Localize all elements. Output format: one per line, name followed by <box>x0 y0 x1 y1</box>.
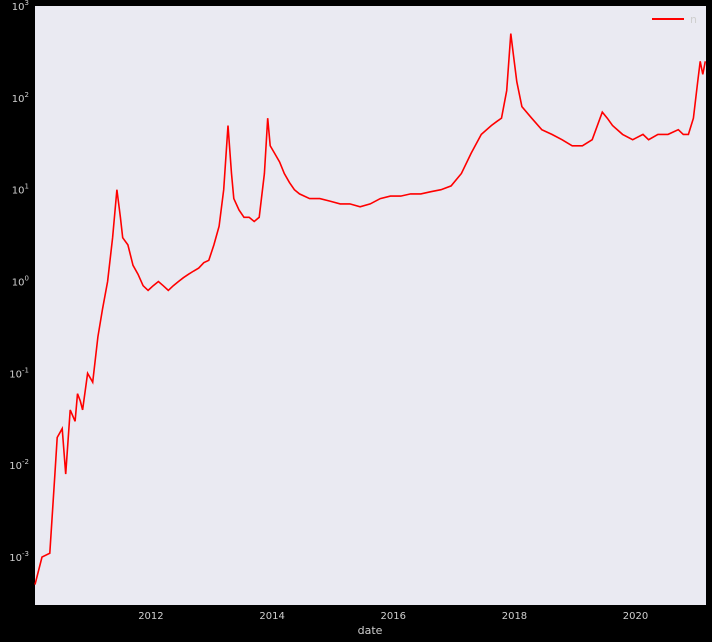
y-tick-exponent: -2 <box>22 458 29 466</box>
y-tick-base: 10 <box>12 2 25 13</box>
y-tick-label: 10-1 <box>9 366 29 380</box>
y-tick-base: 10 <box>9 553 22 564</box>
y-tick-label: 101 <box>12 183 29 197</box>
x-tick-label: 2012 <box>138 611 163 622</box>
y-tick-label: 100 <box>12 274 29 288</box>
y-tick-base: 10 <box>9 369 22 380</box>
y-tick-label: 10-2 <box>9 458 29 472</box>
y-tick-label: 10-3 <box>9 550 29 564</box>
x-tick-label: 2016 <box>380 611 405 622</box>
y-tick-exponent: -1 <box>22 366 29 374</box>
x-tick-label: 2018 <box>502 611 527 622</box>
y-tick-base: 10 <box>12 277 25 288</box>
legend: n <box>652 13 697 26</box>
series-line-n <box>34 33 707 585</box>
y-tick-label: 103 <box>12 0 29 13</box>
y-tick-base: 10 <box>9 461 22 472</box>
y-tick-label: 102 <box>12 91 29 105</box>
y-tick-exponent: 3 <box>25 0 29 7</box>
y-tick-exponent: 0 <box>25 274 29 282</box>
x-axis-label: date <box>358 624 383 637</box>
plot-area <box>35 6 706 605</box>
y-tick-exponent: 2 <box>25 91 29 99</box>
x-tick-label: 2020 <box>623 611 648 622</box>
y-tick-exponent: 1 <box>25 183 29 191</box>
y-tick-exponent: -3 <box>22 550 29 558</box>
y-tick-base: 10 <box>12 94 25 105</box>
y-tick-base: 10 <box>12 186 25 197</box>
x-axis-ticks: 2012 2014 2016 2018 2020 <box>138 611 648 622</box>
x-tick-label: 2014 <box>259 611 284 622</box>
legend-label: n <box>690 13 697 26</box>
